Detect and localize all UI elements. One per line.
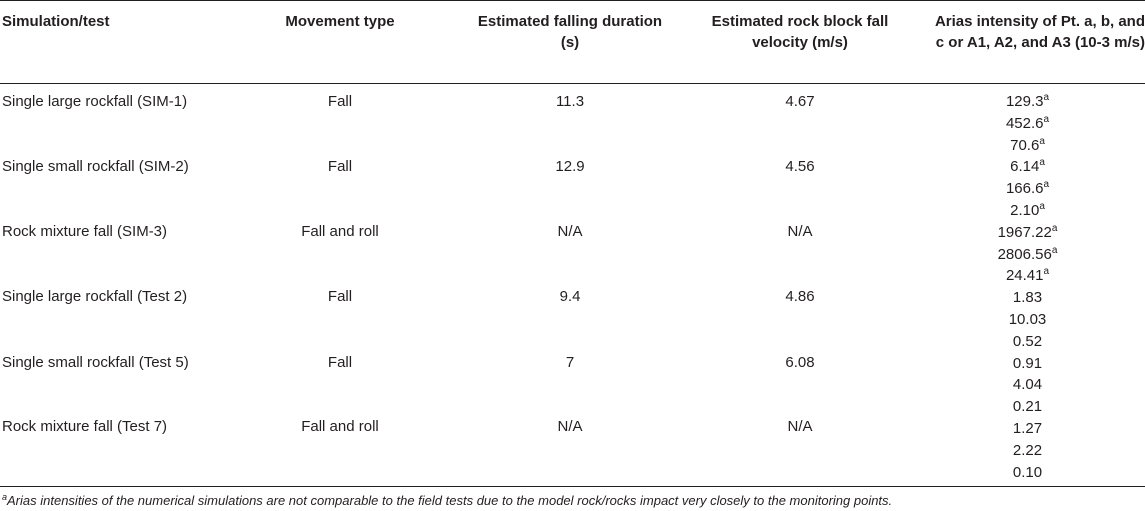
row-movement: Fall and roll	[301, 223, 379, 240]
header-simulation-test: Simulation/test	[2, 13, 110, 30]
row-name: Single small rockfall (Test 5)	[2, 354, 189, 371]
arias-value: 1.27	[1012, 419, 1043, 437]
table-header-row: Simulation/test Movement type Estimated …	[0, 0, 1145, 83]
header-movement-type: Movement type	[285, 13, 395, 30]
header-fall-velocity: Estimated rock block fall velocity (m/s)	[711, 13, 889, 51]
arias-value: 452.6a	[1005, 113, 1050, 132]
row-name: Rock mixture fall (Test 7)	[2, 418, 168, 435]
row-duration: 11.3	[555, 93, 585, 110]
table-top-rule	[0, 0, 1145, 1]
arias-value: 4.04	[1012, 376, 1043, 394]
footnote-marker: a	[1043, 92, 1050, 103]
row-movement: Fall	[327, 93, 353, 110]
table-header-rule	[0, 83, 1145, 84]
row-velocity: N/A	[787, 223, 813, 240]
arias-value: 6.14a	[1010, 157, 1045, 176]
table-footnote: aArias intensities of the numerical simu…	[2, 492, 1142, 509]
footnote-marker: a	[2, 492, 8, 502]
arias-value: 2806.56a	[997, 244, 1058, 263]
row-velocity: 6.08	[785, 354, 815, 371]
row-name: Rock mixture fall (SIM-3)	[2, 223, 168, 240]
footnote-marker: a	[1043, 113, 1050, 125]
arias-value: 70.6a	[1010, 135, 1045, 154]
arias-value: 0.91	[1012, 354, 1043, 372]
table-bottom-rule	[0, 486, 1145, 487]
arias-value: 129.3a	[1005, 92, 1050, 111]
footnote-marker: a	[1039, 157, 1045, 169]
footnote-text: Arias intensities of the numerical simul…	[7, 493, 893, 508]
row-name: Single large rockfall (SIM-1)	[2, 93, 188, 110]
row-velocity: 4.86	[785, 288, 815, 305]
arias-intensity-column: 129.3a 452.6a 70.6a 6.14a 166.6a 2.10a 1…	[920, 91, 1135, 483]
row-name: Single large rockfall (Test 2)	[2, 288, 188, 305]
footnote-marker: a	[1051, 222, 1058, 234]
arias-value: 1.83	[1012, 289, 1043, 307]
footnote-marker: a	[1039, 200, 1045, 212]
row-duration: N/A	[557, 418, 583, 435]
row-movement: Fall	[327, 288, 353, 305]
arias-value: 1967.22a	[997, 222, 1058, 241]
arias-value: 24.41a	[1005, 266, 1050, 285]
footnote-marker: a	[1043, 179, 1050, 191]
arias-value: 0.52	[1012, 332, 1043, 350]
arias-value: 0.10	[1012, 463, 1043, 481]
header-arias-intensity: Arias intensity of Pt. a, b, and c or A1…	[934, 13, 1145, 51]
row-duration: 12.9	[555, 158, 585, 175]
arias-value: 2.10a	[1010, 200, 1045, 219]
row-duration: N/A	[557, 223, 583, 240]
row-duration: 9.4	[559, 288, 581, 305]
table-body: Single large rockfall (SIM-1) Fall 11.3 …	[0, 84, 1145, 486]
footnote-marker: a	[1043, 266, 1050, 278]
arias-value: 0.21	[1012, 398, 1043, 416]
row-movement: Fall	[327, 158, 353, 175]
header-falling-duration: Estimated falling duration (s)	[477, 13, 663, 51]
row-velocity: N/A	[787, 418, 813, 435]
footnote-marker: a	[1039, 135, 1045, 147]
arias-value: 166.6a	[1005, 179, 1050, 198]
row-velocity: 4.56	[785, 158, 815, 175]
row-velocity: 4.67	[785, 93, 815, 110]
row-movement: Fall and roll	[301, 418, 379, 435]
arias-value: 10.03	[1008, 310, 1047, 328]
row-name: Single small rockfall (SIM-2)	[2, 158, 189, 175]
row-movement: Fall	[327, 354, 353, 371]
row-duration: 7	[565, 354, 575, 371]
footnote-marker: a	[1051, 244, 1058, 256]
arias-value: 2.22	[1012, 441, 1043, 459]
